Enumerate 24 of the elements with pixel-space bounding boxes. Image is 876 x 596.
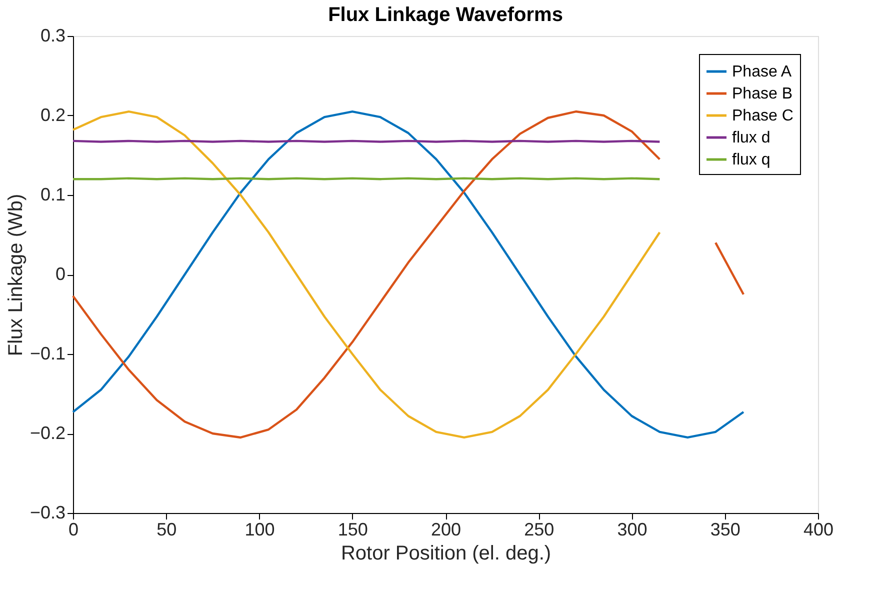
x-tick-label: 150 [338, 520, 368, 540]
x-tick-label: 50 [156, 520, 177, 540]
chart-title: Flux Linkage Waveforms [328, 4, 563, 26]
y-tick-label: 0.1 [40, 184, 66, 204]
legend-label: Phase B [732, 86, 792, 102]
legend-label: Phase C [732, 108, 794, 124]
x-tick-label: 0 [68, 520, 79, 540]
legend-label: flux q [732, 152, 770, 168]
y-tick-label: −0.3 [30, 502, 66, 522]
y-tick-label: −0.2 [30, 423, 66, 443]
x-tick-label: 350 [710, 520, 740, 540]
y-tick-label: 0.3 [40, 26, 66, 46]
x-tick-label: 200 [430, 520, 462, 540]
y-tick-label: 0.2 [40, 105, 66, 125]
x-axis-title: Rotor Position (el. deg.) [340, 542, 552, 564]
legend-label: Phase A [732, 64, 792, 80]
x-tick-label: 300 [617, 520, 648, 540]
legend-label: flux d [732, 130, 770, 146]
y-tick-label: −0.1 [30, 344, 66, 364]
x-tick-label: 100 [244, 520, 275, 540]
y-axis-title: Flux Linkage (Wb) [4, 194, 27, 356]
x-tick-label: 250 [524, 520, 554, 540]
y-tick-label: 0 [55, 264, 66, 284]
x-tick-label: 400 [803, 520, 834, 540]
